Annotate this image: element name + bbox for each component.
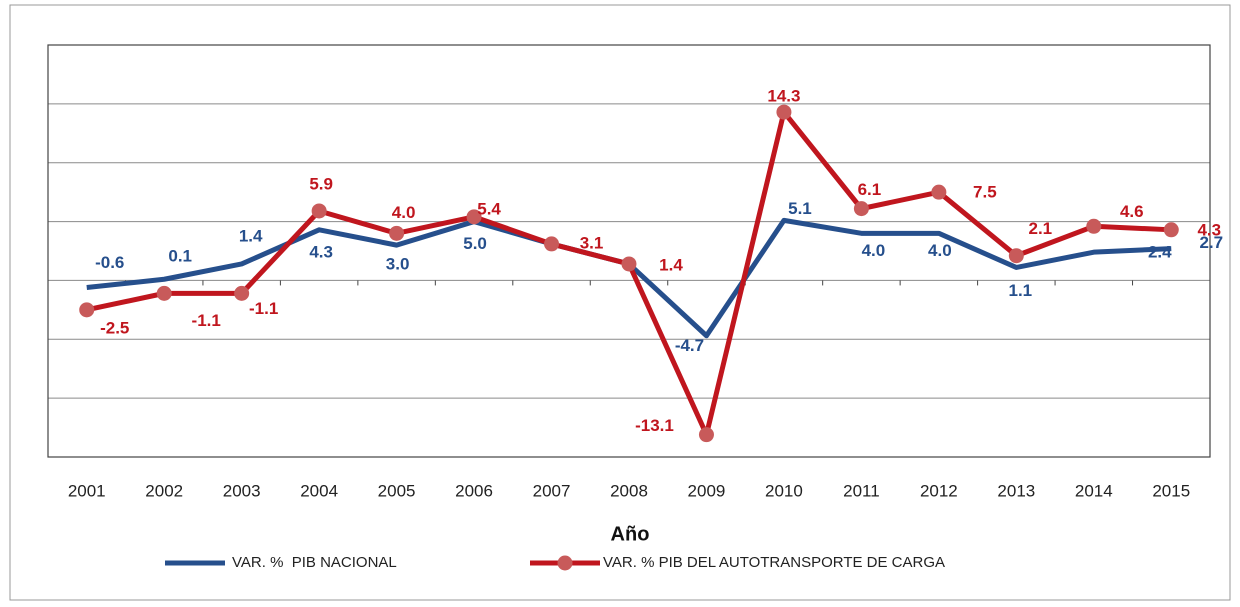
- data-label: 2.1: [1029, 219, 1053, 238]
- data-label: -1.1: [192, 311, 221, 330]
- point: [776, 104, 792, 120]
- x-tick-label: 2003: [223, 481, 261, 500]
- data-label: 0.1: [168, 247, 192, 266]
- x-tick-label: 2007: [533, 481, 571, 500]
- data-label: -2.5: [100, 318, 129, 337]
- data-label: 3.0: [386, 255, 410, 274]
- data-label: -1.1: [249, 299, 278, 318]
- point: [466, 209, 482, 225]
- point: [389, 225, 405, 241]
- point: [544, 236, 560, 252]
- data-label: 5.0: [463, 234, 487, 253]
- point: [1086, 218, 1102, 234]
- data-label: 1.4: [239, 226, 263, 245]
- data-label: 5.4: [477, 199, 501, 218]
- x-tick-label: 2006: [455, 481, 493, 500]
- data-label: 4.0: [862, 241, 886, 260]
- x-tick-label: 2009: [688, 481, 726, 500]
- point: [156, 285, 172, 301]
- legend-label: VAR. % PIB NACIONAL: [232, 554, 397, 571]
- x-axis-label: Año: [611, 523, 650, 545]
- point: [1008, 248, 1024, 264]
- data-label: 1.1: [1009, 281, 1033, 300]
- data-label: 4.0: [928, 241, 952, 260]
- x-tick-label: 2008: [610, 481, 648, 500]
- data-label: 14.3: [767, 87, 800, 106]
- legend-label: VAR. % PIB DEL AUTOTRANSPORTE DE CARGA: [603, 554, 945, 571]
- point: [853, 201, 869, 217]
- x-tick-label: 2004: [300, 481, 338, 500]
- data-label: 4.3: [1197, 220, 1221, 239]
- data-label: -4.7: [675, 336, 704, 355]
- data-label: 4.6: [1120, 202, 1144, 221]
- point: [931, 184, 947, 200]
- x-tick-label: 2013: [997, 481, 1035, 500]
- data-label: -0.6: [95, 253, 124, 272]
- plot-frame: [47, 44, 1211, 458]
- data-label: 4.0: [392, 203, 416, 222]
- legend-marker: [557, 555, 573, 571]
- data-label: 1.4: [659, 255, 683, 274]
- data-label: 6.1: [858, 180, 882, 199]
- point: [234, 285, 250, 301]
- data-label: 2.7: [1199, 233, 1223, 252]
- point: [311, 203, 327, 219]
- data-label: 5.9: [309, 174, 333, 193]
- point: [1163, 222, 1179, 238]
- point: [698, 427, 714, 443]
- data-label: -13.1: [635, 416, 674, 435]
- point: [621, 256, 637, 272]
- x-tick-label: 2012: [920, 481, 958, 500]
- x-tick-label: 2011: [843, 481, 880, 500]
- x-tick-label: 2005: [378, 481, 416, 500]
- data-label: 4.3: [309, 242, 333, 261]
- data-label: 3.1: [580, 233, 604, 252]
- x-tick-label: 2001: [68, 481, 106, 500]
- data-label: 7.5: [973, 183, 997, 202]
- data-label: 2.4: [1148, 243, 1172, 262]
- x-tick-label: 2015: [1152, 481, 1190, 500]
- x-tick-label: 2002: [145, 481, 183, 500]
- point: [79, 302, 95, 318]
- x-tick-label: 2014: [1075, 481, 1113, 500]
- chart-frame: [9, 4, 1231, 601]
- x-tick-label: 2010: [765, 481, 803, 500]
- data-label: 5.1: [788, 199, 812, 218]
